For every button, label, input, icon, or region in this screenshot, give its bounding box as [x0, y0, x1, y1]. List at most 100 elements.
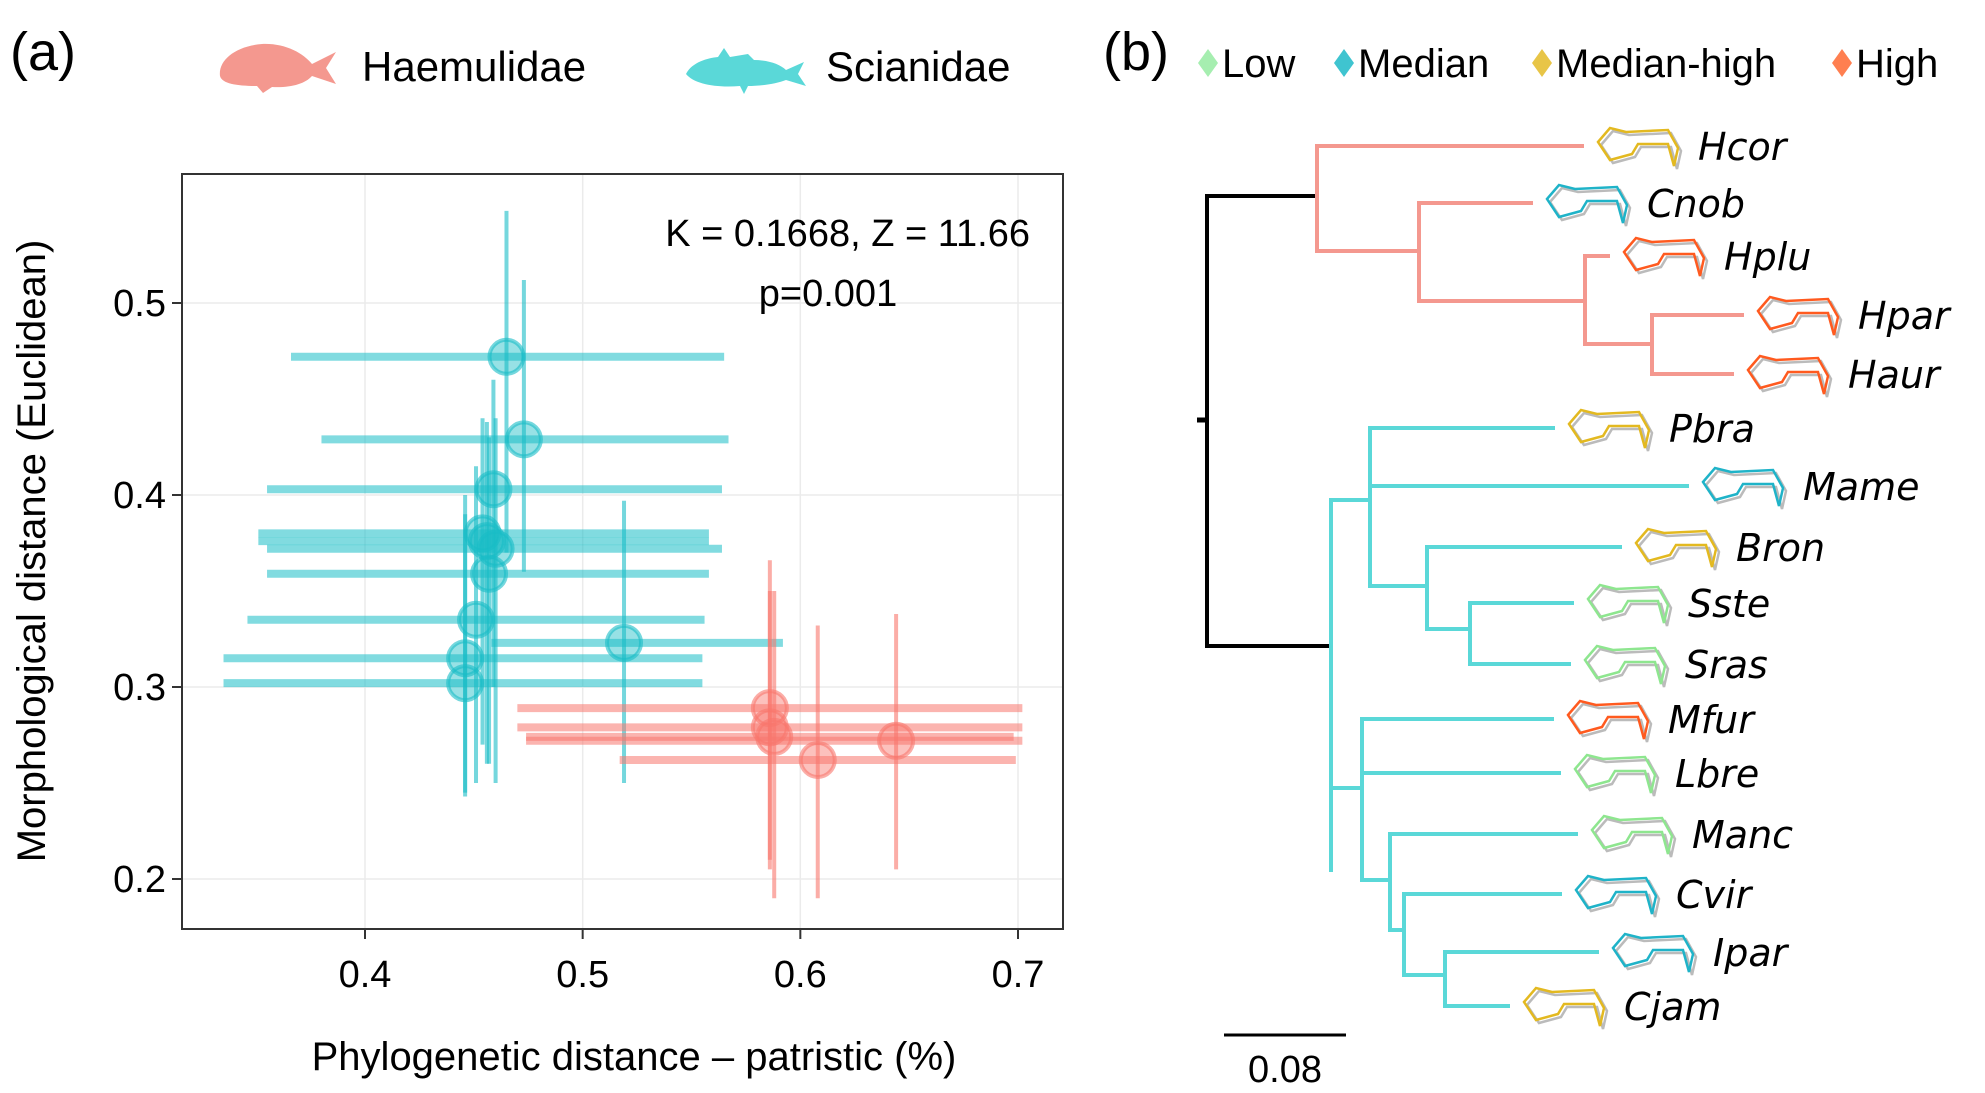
- tip-label: Haur: [1848, 353, 1942, 397]
- data-point: [247, 466, 705, 783]
- y-tick-label: 0.4: [113, 475, 166, 517]
- legend-item-scianidae: Scianidae: [686, 43, 1010, 94]
- shape-outline-median: [1545, 183, 1629, 224]
- shape-outline-low: [1573, 753, 1657, 794]
- shape-outline-median-high: [1634, 527, 1718, 568]
- tip-pbra: Pbra: [1567, 407, 1755, 452]
- legend-label: High: [1856, 42, 1938, 86]
- consensus-shape-outline: [1577, 877, 1661, 918]
- fish-silhouette-icon: [686, 48, 806, 94]
- data-point: [223, 514, 703, 797]
- plot-border: [181, 173, 1064, 930]
- tip-label: Hplu: [1724, 235, 1811, 279]
- tip-label: Sras: [1685, 643, 1768, 687]
- tip-sras: Sras: [1583, 643, 1768, 688]
- tip-label: Mame: [1803, 465, 1919, 509]
- point-marker: [504, 420, 543, 459]
- tip-mame: Mame: [1701, 465, 1919, 510]
- consensus-shape-outline: [1593, 817, 1677, 858]
- tip-label: Manc: [1692, 813, 1793, 857]
- series-scianidae: [223, 210, 783, 797]
- tip-cnob: Cnob: [1545, 182, 1745, 227]
- consensus-shape-outline: [1589, 586, 1673, 627]
- shape-outline-high: [1746, 354, 1830, 395]
- series-haemulidae: [517, 560, 1023, 899]
- diamond-icon: [1334, 49, 1354, 77]
- shape-outline-median: [1611, 932, 1695, 973]
- x-tick-label: 0.5: [556, 954, 609, 996]
- tip-sste: Sste: [1586, 582, 1770, 627]
- legend-label: Median-high: [1556, 42, 1776, 86]
- data-series: [223, 210, 1023, 899]
- consensus-shape-outline: [1548, 186, 1632, 227]
- phylogenetic-tree: Hcor Cnob Hplu Hpar Haur Pbra Mame Bron Sste Sras…: [1197, 125, 1952, 1030]
- consensus-shape-outline: [1586, 647, 1670, 688]
- y-tick-label: 0.5: [113, 283, 166, 325]
- consensus-shape-outline: [1759, 298, 1843, 339]
- legend-label: Scianidae: [826, 43, 1010, 90]
- data-point: [321, 279, 729, 572]
- shape-outline-high: [1622, 236, 1706, 277]
- tip-hcor: Hcor: [1596, 125, 1789, 170]
- legend-item-median: Median: [1334, 42, 1489, 86]
- diamond-icon: [1532, 49, 1552, 77]
- shape-outline-low: [1583, 644, 1667, 685]
- tip-manc: Manc: [1590, 813, 1793, 858]
- tip-hpar: Hpar: [1756, 294, 1952, 339]
- fish-silhouette-icon: [219, 43, 336, 93]
- tip-label: Cnob: [1647, 182, 1745, 226]
- tip-mfur: Mfur: [1566, 698, 1756, 743]
- y-tick-label: 0.2: [113, 859, 166, 901]
- tip-label: Cjam: [1624, 985, 1721, 1029]
- legend-item-high: High: [1832, 42, 1938, 86]
- x-tick-label: 0.4: [339, 954, 392, 996]
- data-point: [267, 437, 709, 764]
- consensus-shape-outline: [1525, 989, 1609, 1030]
- consensus-shape-outline: [1614, 935, 1698, 976]
- legend-b: Low Median Median-high High: [1198, 42, 1938, 86]
- point-marker: [457, 600, 496, 639]
- shape-outline-low: [1590, 814, 1674, 855]
- shape-outline-median-high: [1596, 126, 1680, 167]
- shape-outline-median-high: [1567, 408, 1651, 449]
- panel-label-a: (a): [10, 22, 76, 82]
- axis-ticks: 0.4 0.5 0.6 0.7 0.2 0.3 0.4 0.5: [113, 283, 1044, 996]
- consensus-shape-outline: [1625, 239, 1709, 280]
- legend-item-low: Low: [1198, 42, 1295, 86]
- consensus-shape-outline: [1749, 357, 1833, 398]
- annotation-stats: K = 0.1668, Z = 11.66: [665, 213, 1030, 255]
- point-marker: [798, 740, 837, 779]
- consensus-shape-outline: [1569, 702, 1653, 743]
- scatter-plot-a: 0.4 0.5 0.6 0.7 0.2 0.3 0.4 0.5 K = 0.1668, Z =…: [10, 173, 1064, 1079]
- consensus-shape-outline: [1704, 469, 1788, 510]
- legend-label: Low: [1222, 42, 1295, 86]
- tip-haur: Haur: [1746, 353, 1942, 398]
- legend-a: Haemulidae Scianidae: [219, 43, 1010, 94]
- point-marker: [446, 664, 485, 703]
- tip-label: Ipar: [1713, 931, 1790, 975]
- y-tick-label: 0.3: [113, 667, 166, 709]
- consensus-shape-outline: [1637, 530, 1721, 571]
- data-point: [619, 625, 1016, 899]
- x-tick-label: 0.7: [992, 954, 1045, 996]
- shape-outline-high: [1566, 699, 1650, 740]
- tip-label: Sste: [1688, 582, 1770, 626]
- point-marker: [487, 337, 526, 376]
- diamond-icon: [1832, 49, 1852, 77]
- tip-hplu: Hplu: [1622, 235, 1811, 280]
- diamond-icon: [1198, 49, 1218, 77]
- y-axis-title: Morphological distance (Euclidean): [10, 240, 54, 863]
- tip-cvir: Cvir: [1574, 873, 1754, 918]
- legend-item-median-high: Median-high: [1532, 42, 1776, 86]
- shape-outline-median: [1574, 874, 1658, 915]
- x-tick-label: 0.6: [774, 954, 827, 996]
- consensus-shape-outline: [1576, 756, 1660, 797]
- legend-item-haemulidae: Haemulidae: [219, 43, 586, 93]
- tip-label: Cvir: [1676, 873, 1754, 917]
- legend-label: Median: [1358, 42, 1489, 86]
- point-marker: [877, 721, 916, 760]
- tip-label: Mfur: [1668, 698, 1756, 742]
- shape-outline-low: [1586, 583, 1670, 624]
- data-point: [526, 614, 1023, 870]
